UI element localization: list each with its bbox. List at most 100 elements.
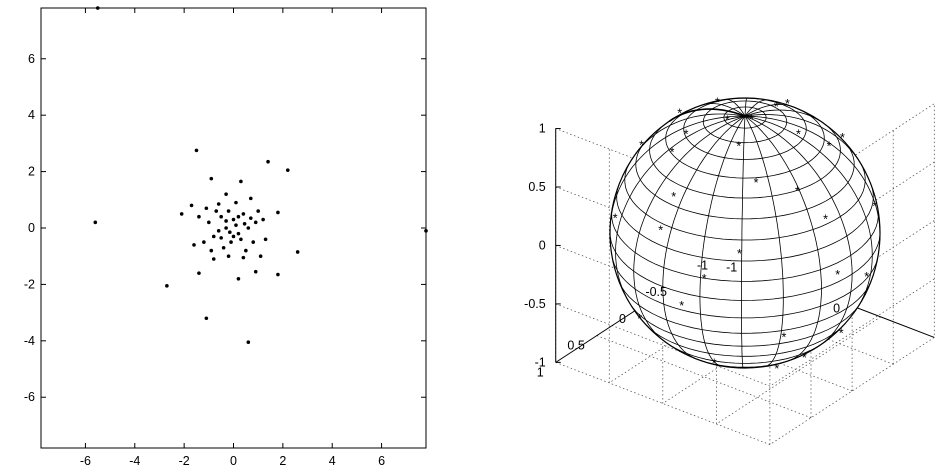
data-point — [224, 226, 228, 230]
y-tick-label: 6 — [28, 52, 35, 66]
sphere-meridian — [744, 99, 768, 117]
data-point — [424, 229, 428, 233]
z-tick-label: -1 — [535, 355, 546, 369]
x-tick-label: 2 — [279, 454, 286, 468]
data-point — [241, 212, 246, 216]
data-point — [179, 212, 184, 216]
data-point — [211, 234, 216, 239]
asterisk-marker: * — [802, 351, 807, 365]
data-point — [211, 257, 216, 261]
plot-area-2d — [40, 7, 427, 449]
data-point — [209, 248, 214, 253]
grid-line — [716, 316, 881, 425]
data-point — [202, 240, 206, 244]
data-point — [224, 192, 228, 196]
data-point — [229, 240, 233, 244]
y-tick-label: -4 — [24, 334, 35, 348]
data-point — [231, 217, 236, 222]
y-tick-label: 1 — [537, 365, 544, 379]
y-tick-label: -6 — [24, 390, 35, 404]
asterisk-marker: * — [715, 96, 720, 110]
z-tick-label: 0.5 — [528, 180, 545, 194]
data-point — [295, 250, 300, 254]
sphere-meridian — [744, 115, 784, 367]
sphere-parallel — [683, 97, 807, 160]
sphere-plot-3d: **** ***************************10.50-0.5… — [524, 96, 935, 445]
data-point — [251, 240, 256, 244]
data-point — [231, 234, 236, 239]
data-point — [234, 200, 238, 205]
sphere-parallel — [611, 207, 879, 282]
x-tick-label: 0 — [230, 454, 237, 468]
asterisk-marker: * — [781, 330, 786, 344]
data-point — [165, 284, 169, 288]
data-point — [246, 340, 251, 345]
data-point — [263, 237, 268, 242]
asterisk-marker: * — [658, 224, 663, 238]
data-point — [266, 159, 270, 164]
asterisk-marker: * — [796, 127, 801, 141]
y-tick-label: 2 — [28, 165, 35, 179]
data-point — [209, 176, 214, 181]
asterisk-marker: * — [725, 114, 730, 128]
sphere-meridian — [725, 99, 746, 117]
data-point — [248, 216, 253, 220]
data-point — [197, 271, 201, 275]
z-tick-label: 0 — [539, 238, 546, 252]
sphere-parallel — [612, 258, 878, 319]
sphere-parallel — [665, 105, 825, 179]
data-point — [219, 236, 223, 240]
y-tick-label: 0 — [28, 221, 35, 235]
sphere-parallel — [619, 280, 872, 334]
data-point — [285, 168, 290, 172]
asterisk-marker: * — [671, 190, 676, 204]
data-point — [242, 221, 247, 226]
asterisk-marker: * — [839, 326, 844, 340]
data-point — [194, 148, 199, 153]
data-point — [216, 229, 221, 233]
z-tick-label: -0.5 — [524, 297, 546, 311]
data-point — [276, 272, 280, 277]
sphere-meridian — [741, 116, 746, 369]
sphere-parallel — [629, 302, 859, 347]
data-point — [256, 209, 260, 213]
asterisk-marker: * — [684, 127, 689, 141]
sphere-parallel — [702, 100, 788, 144]
x-tick-label: -2 — [179, 454, 190, 468]
sphere-parallel — [616, 183, 874, 262]
data-point — [214, 209, 219, 213]
z-tick-label: 1 — [539, 122, 546, 136]
asterisk-marker: * — [613, 212, 618, 226]
data-point — [204, 206, 209, 211]
data-point — [236, 231, 241, 236]
data-point — [236, 214, 241, 219]
data-point — [197, 214, 201, 219]
asterisk-marker: * — [679, 299, 684, 313]
data-point — [226, 254, 231, 259]
sphere-parallel — [646, 323, 846, 357]
y-tick-label: -2 — [24, 277, 35, 291]
asterisk-marker: * — [774, 100, 779, 114]
sphere-meridian — [744, 114, 861, 164]
x-tick-label: 0 — [833, 301, 840, 315]
sphere-meridian — [668, 108, 746, 122]
x-tick-label: -6 — [80, 454, 91, 468]
asterisk-marker: * — [639, 138, 644, 152]
data-point — [253, 269, 258, 274]
data-point — [248, 196, 253, 201]
data-point — [219, 214, 223, 219]
asterisk-marker: * — [677, 107, 682, 121]
data-point — [236, 276, 241, 281]
asterisk-marker: * — [712, 357, 717, 371]
sphere-parallel — [696, 358, 796, 368]
asterisk-marker: * — [835, 268, 840, 282]
sphere-meridian — [744, 109, 824, 124]
sphere-meridian — [633, 115, 746, 344]
x-tick-label: -1 — [726, 260, 737, 274]
data-point — [253, 220, 258, 225]
data-point — [276, 210, 280, 215]
x-tick-label: 6 — [378, 454, 385, 468]
data-point — [221, 245, 226, 250]
asterisk-marker: * — [823, 212, 828, 226]
